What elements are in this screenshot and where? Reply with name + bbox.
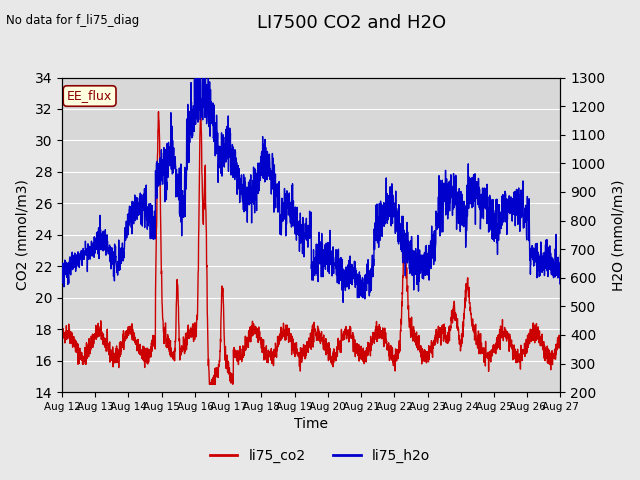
Legend: li75_co2, li75_h2o: li75_co2, li75_h2o (204, 443, 436, 468)
Y-axis label: H2O (mmol/m3): H2O (mmol/m3) (611, 179, 625, 290)
Text: LI7500 CO2 and H2O: LI7500 CO2 and H2O (257, 14, 447, 33)
Text: EE_flux: EE_flux (67, 90, 112, 103)
Y-axis label: CO2 (mmol/m3): CO2 (mmol/m3) (15, 180, 29, 290)
Text: No data for f_li75_diag: No data for f_li75_diag (6, 14, 140, 27)
X-axis label: Time: Time (294, 418, 328, 432)
